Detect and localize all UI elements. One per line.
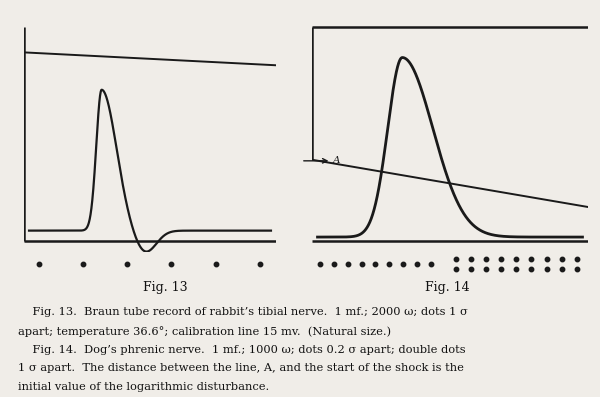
Text: Fig. 14.  Dog’s phrenic nerve.  1 mf.; 1000 ω; dots 0.2 σ apart; double dots: Fig. 14. Dog’s phrenic nerve. 1 mf.; 100… bbox=[18, 345, 466, 355]
Text: apart; temperature 36.6°; calibration line 15 mv.  (Natural size.): apart; temperature 36.6°; calibration li… bbox=[18, 326, 391, 337]
Text: initial value of the logarithmic disturbance.: initial value of the logarithmic disturb… bbox=[18, 382, 269, 392]
Text: 1 σ apart.  The distance between the line, A, and the start of the shock is the: 1 σ apart. The distance between the line… bbox=[18, 363, 464, 373]
Text: Fig. 13: Fig. 13 bbox=[143, 281, 187, 294]
Text: Fig. 14: Fig. 14 bbox=[425, 281, 469, 294]
Text: Fig. 13.  Braun tube record of rabbit’s tibial nerve.  1 mf.; 2000 ω; dots 1 σ: Fig. 13. Braun tube record of rabbit’s t… bbox=[18, 307, 468, 318]
Text: A: A bbox=[332, 156, 340, 165]
